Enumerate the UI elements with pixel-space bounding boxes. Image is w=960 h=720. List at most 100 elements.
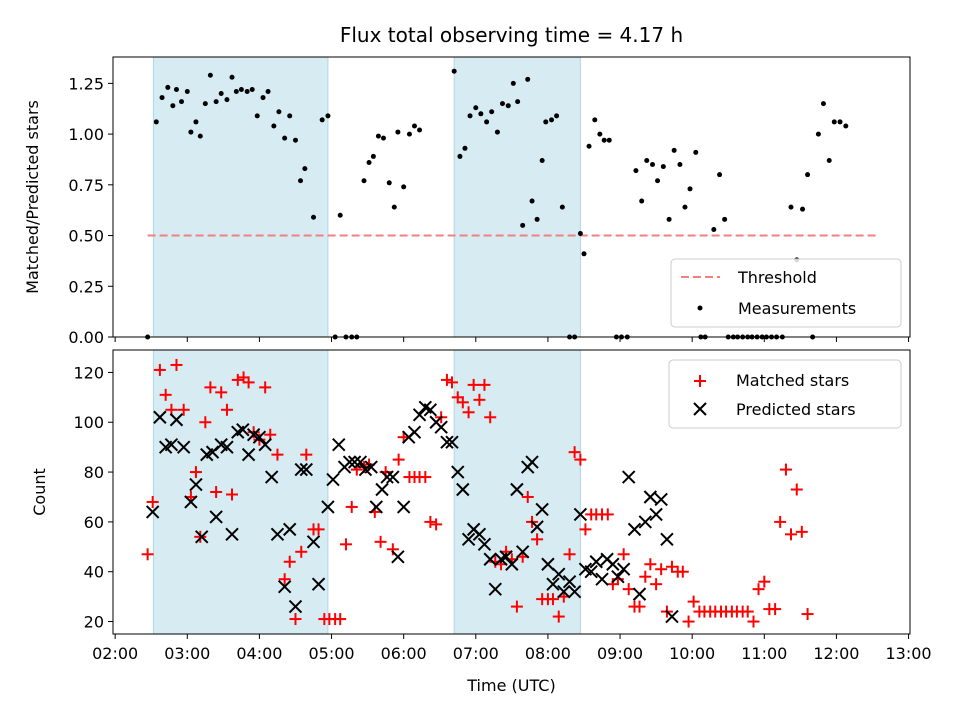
matched-star-point [687, 595, 700, 608]
predicted-star-point [195, 530, 209, 544]
measurement-point [831, 119, 837, 125]
measurement-point [213, 99, 219, 105]
predicted-star-point [505, 557, 519, 571]
bottom-x-ticks: 02:00 03:00 04:00 05:00 06:00 07:00 08:00 09:00… [92, 634, 932, 663]
predicted-star-point [277, 579, 292, 594]
measurement-point [170, 103, 176, 109]
measurement-point [319, 117, 325, 123]
top-y-axis-label: Matched/Predicted stars [23, 100, 42, 294]
bottom-xtick-label: 05:00 [308, 644, 354, 663]
bottom-xtick-label: 02:00 [92, 644, 138, 663]
bottom-plot-frame [112, 349, 911, 635]
top-legend: Threshold Measurements [670, 258, 902, 328]
measurement-point [677, 162, 683, 168]
matched-star-point [334, 613, 347, 626]
measurement-point [815, 131, 821, 137]
measurement-point [581, 251, 587, 257]
predicted-star-point [347, 455, 362, 469]
predicted-star-point [380, 470, 394, 484]
measurement-point [534, 216, 540, 222]
bottom-xtick-label: 07:00 [453, 644, 499, 663]
predicted-star-point [321, 500, 335, 514]
bottom-xtick-label: 12:00 [813, 644, 859, 663]
predicted-star-point [488, 582, 502, 596]
measurement-point [820, 101, 826, 107]
measurement-point [633, 168, 639, 174]
matched-star-point [752, 583, 765, 596]
measurement-point [525, 76, 531, 82]
measurement-point [302, 166, 308, 172]
measurement-point [499, 101, 505, 107]
predicted-star-point [396, 500, 411, 514]
measurement-point [505, 103, 511, 109]
predicted-star-point [294, 462, 308, 477]
predicted-star-point [456, 482, 470, 497]
matched-star-point [141, 548, 154, 561]
bottom-legend-box [668, 359, 902, 429]
bottom-y-axis-label: Count [30, 468, 49, 516]
predicted-star-point [638, 515, 653, 529]
matched-star-point [563, 548, 576, 561]
measurement-point [165, 84, 171, 90]
measurement-point [478, 111, 484, 117]
predicted-star-point [499, 550, 513, 564]
shaded-interval-0 [152, 349, 329, 635]
top-ytick-label: 0.00 [68, 328, 104, 347]
measurement-point [193, 119, 199, 125]
bottom-xtick-label: 13:00 [886, 644, 932, 663]
bottom-ytick-label: 40 [84, 563, 104, 582]
shaded-interval-0 [152, 56, 329, 338]
predicted-star-point [364, 460, 378, 474]
measurement-point [173, 86, 179, 92]
matched-star-point [374, 535, 387, 548]
matched-star-point [633, 600, 646, 613]
measurement-point [202, 101, 208, 107]
matched-star-point [568, 446, 581, 459]
measurement-point [805, 172, 811, 178]
matched-star-point [478, 378, 491, 391]
predicted-star-point [407, 425, 422, 439]
predicted-star-point [611, 569, 625, 584]
measurement-point [260, 95, 266, 101]
top-y-ticks: 0.00 0.25 0.50 0.75 1.00 1.25 [68, 74, 113, 347]
matched-star-point [531, 533, 544, 546]
matched-star-point [440, 373, 453, 386]
matched-star-point [189, 466, 202, 479]
bottom-y-ticks: 20 40 60 80 100 120 [73, 363, 113, 632]
predicted-star-point [665, 609, 679, 624]
predicted-star-point [595, 572, 609, 586]
measurement-point [722, 216, 728, 222]
bottom-ytick-label: 120 [73, 363, 104, 382]
matched-star-point [456, 396, 469, 409]
matched-star-point [278, 573, 291, 586]
matched-star-point [676, 565, 689, 578]
measurement-point [462, 145, 468, 151]
measurement-point [489, 109, 495, 115]
predicted-star-point [258, 437, 272, 452]
predicted-star-point [632, 587, 647, 601]
measurement-point [244, 88, 250, 94]
measurement-point [457, 153, 463, 159]
predicted-star-point [573, 507, 588, 522]
predicted-star-point [353, 455, 368, 469]
matched-star-point [510, 600, 523, 613]
legend-predicted-swatch [693, 402, 707, 416]
predicted-star-point [423, 403, 438, 417]
measurement-point [411, 123, 417, 129]
predicted-star-point [643, 490, 658, 504]
measurement-point [510, 80, 516, 86]
matched-star-point [467, 378, 480, 391]
matched-star-point [283, 555, 296, 568]
measurement-point [238, 86, 244, 92]
legend-matched-label: Matched stars [736, 371, 849, 390]
bottom-panel: 20 40 60 80 100 120 02:00 03:00 04:00 05:00 06:00… [30, 349, 932, 695]
measurement-point [282, 135, 288, 141]
top-legend-box [670, 258, 902, 328]
measurement-point [687, 186, 693, 192]
measurement-point [391, 204, 397, 210]
matched-star-point [682, 615, 695, 628]
predicted-star-point [412, 408, 427, 422]
matched-star-point [177, 403, 190, 416]
matched-star-point [779, 463, 792, 476]
matched-star-point [153, 363, 166, 376]
